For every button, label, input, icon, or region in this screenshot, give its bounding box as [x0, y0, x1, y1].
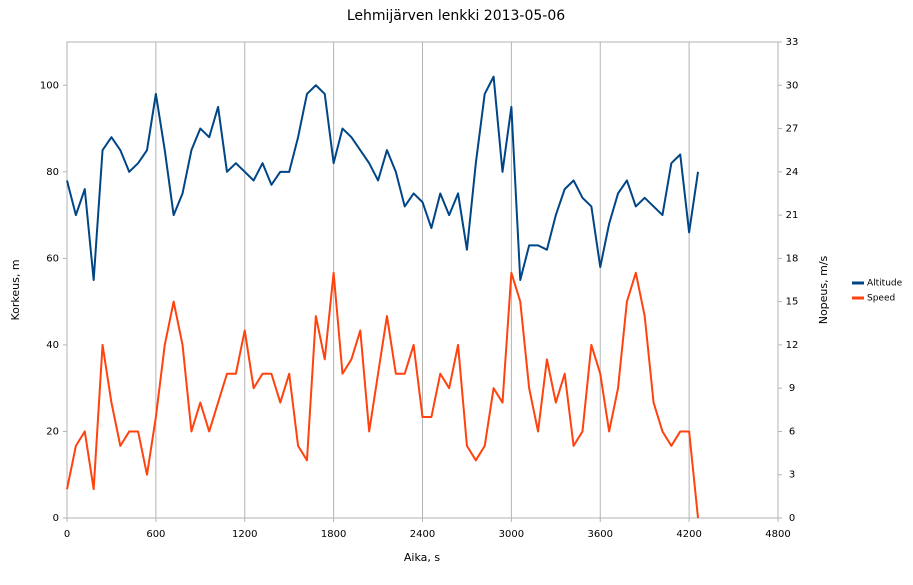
x-tick-label: 600 [146, 529, 165, 540]
y2-tick-label: 0 [789, 513, 795, 524]
y2-tick-label: 33 [786, 37, 799, 48]
y-tick-label: 80 [46, 167, 59, 178]
x-tick-label: 0 [64, 529, 70, 540]
y2-tick-label: 27 [786, 124, 799, 135]
y-tick-label: 20 [46, 426, 59, 437]
x-tick-label: 3600 [588, 529, 613, 540]
y-axis-label: Korkeus, m [9, 259, 22, 320]
y2-tick-label: 3 [789, 470, 795, 481]
x-tick-label: 4800 [765, 529, 790, 540]
x-tick-label: 1800 [321, 529, 346, 540]
y-tick-label: 100 [40, 80, 59, 91]
y-tick-label: 40 [46, 340, 59, 351]
x-tick-label: 1200 [232, 529, 257, 540]
x-axis-label: Aika, s [404, 551, 440, 564]
y2-tick-label: 30 [786, 80, 799, 91]
x-tick-label: 4200 [676, 529, 701, 540]
legend-label: Speed [867, 294, 895, 304]
x-tick-label: 3000 [499, 529, 524, 540]
y2-tick-label: 18 [786, 253, 799, 264]
chart-title: Lehmijärven lenkki 2013-05-06 [347, 8, 565, 24]
y2-tick-label: 9 [789, 383, 795, 394]
y2-tick-label: 21 [786, 210, 799, 221]
series-line [66, 75, 700, 281]
y2-tick-label: 24 [786, 167, 799, 178]
y-tick-label: 60 [46, 253, 59, 264]
legend-label: Altitude [867, 279, 903, 289]
y2-axis-label: Nopeus, m/s [817, 255, 830, 324]
y2-tick-label: 15 [786, 297, 799, 308]
y-tick-label: 0 [53, 513, 59, 524]
x-tick-label: 2400 [410, 529, 435, 540]
y2-tick-label: 12 [786, 340, 799, 351]
series-line [66, 271, 700, 519]
y2-tick-label: 6 [789, 426, 795, 437]
